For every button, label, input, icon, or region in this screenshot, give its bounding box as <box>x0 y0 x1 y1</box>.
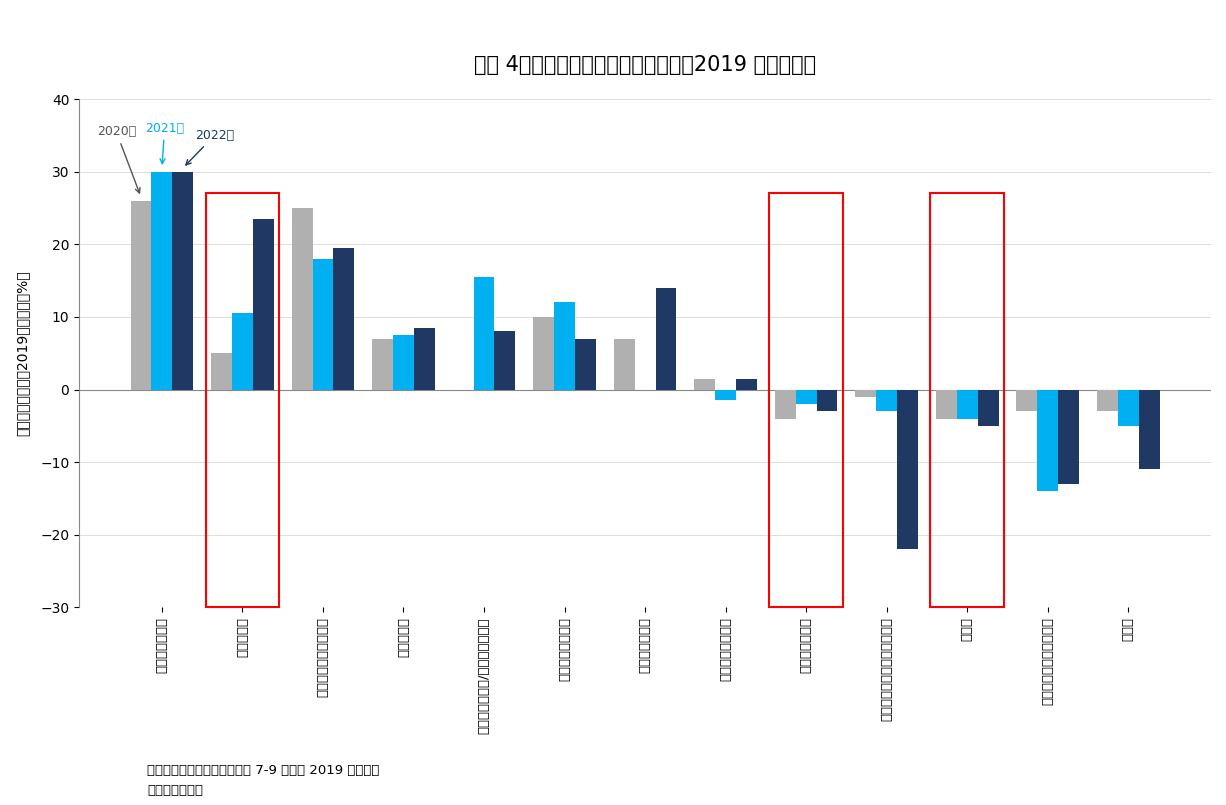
Bar <box>694 378 715 390</box>
Bar <box>956 390 977 419</box>
Bar <box>232 313 253 390</box>
Y-axis label: 就業者数変化率（2019年同期比、%）: 就業者数変化率（2019年同期比、%） <box>15 270 29 436</box>
Bar <box>394 335 414 390</box>
Bar <box>736 378 756 390</box>
Bar <box>333 248 354 390</box>
Bar <box>494 332 515 390</box>
Bar <box>770 193 842 608</box>
Text: （注）就業者数変化率は各年 7-9 月期の 2019 年同期比: （注）就業者数変化率は各年 7-9 月期の 2019 年同期比 <box>147 764 380 777</box>
Bar <box>1058 390 1079 484</box>
Text: 2021年: 2021年 <box>145 122 184 163</box>
Bar <box>371 339 394 390</box>
Bar <box>414 328 435 390</box>
Bar <box>1118 390 1139 426</box>
Bar <box>935 390 956 419</box>
Bar <box>897 390 918 549</box>
Bar <box>1097 390 1118 411</box>
Bar <box>152 171 173 390</box>
Bar <box>554 303 575 390</box>
Text: 2020年: 2020年 <box>97 126 140 193</box>
Title: 図表 4：産業別の就業者数（東京都、2019 年同期比）: 図表 4：産業別の就業者数（東京都、2019 年同期比） <box>474 56 817 75</box>
Bar <box>977 390 998 426</box>
Text: （出所）東京都: （出所）東京都 <box>147 784 204 797</box>
Bar <box>206 193 280 608</box>
Bar <box>796 390 817 404</box>
Bar <box>775 390 796 419</box>
Bar <box>856 390 877 397</box>
Bar <box>473 277 494 390</box>
Bar <box>130 200 152 390</box>
Bar <box>533 317 554 390</box>
Bar <box>253 219 273 390</box>
Bar <box>1037 390 1058 491</box>
Bar <box>173 171 194 390</box>
Bar <box>1139 390 1160 469</box>
Text: 2022年: 2022年 <box>186 129 234 165</box>
Bar <box>931 193 1004 608</box>
Bar <box>817 390 837 411</box>
Bar <box>614 339 635 390</box>
Bar <box>292 208 313 390</box>
Bar <box>656 288 677 390</box>
Bar <box>313 259 333 390</box>
Bar <box>877 390 897 411</box>
Bar <box>575 339 596 390</box>
Bar <box>715 390 736 400</box>
Bar <box>211 353 232 390</box>
Bar <box>1016 390 1037 411</box>
